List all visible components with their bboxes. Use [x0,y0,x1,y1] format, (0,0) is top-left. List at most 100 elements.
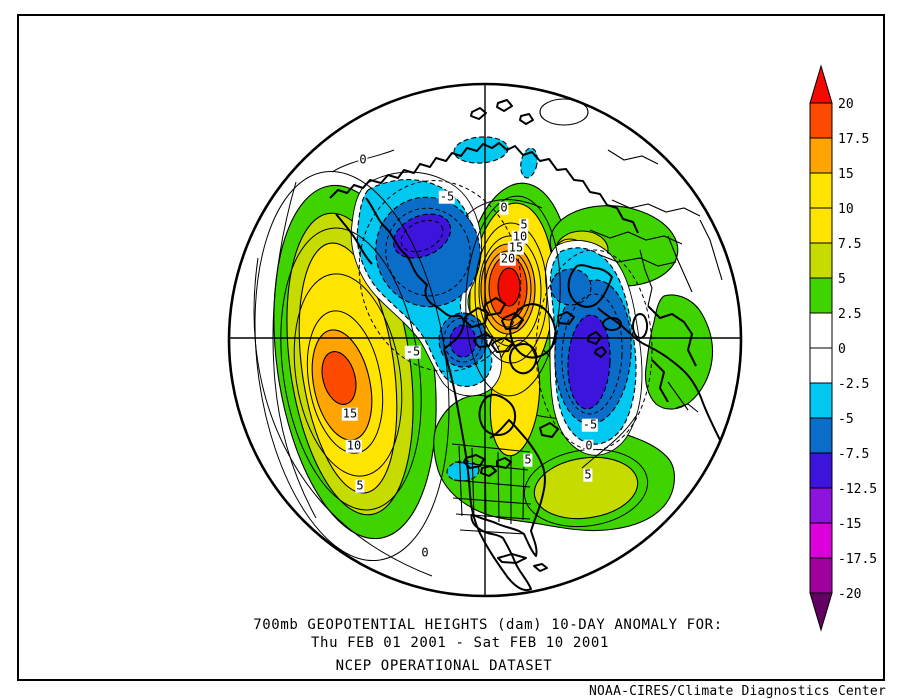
colorbar-tick: -12.5 [838,482,877,497]
atlantic-yellowgreen [533,456,639,520]
arctic-island [496,99,513,112]
colorbar-segment [809,452,833,489]
contour-value-label: 0 [420,545,430,560]
gulf-florida-eastcoast [471,419,546,557]
contour-value-label: 5 [583,467,593,482]
contour-value-label: 5 [523,452,533,467]
contour-value-label: -5 [404,344,422,359]
colorbar-tick: -17.5 [838,552,877,567]
colorbar-segment [809,522,833,559]
colorbar-tick: -7.5 [838,447,869,462]
hudson-bay [478,393,517,436]
asia-border [699,219,723,281]
colorbar-segment [809,207,833,244]
credit-text: NOAA-CIRES/Climate Diagnostics Center [589,684,886,699]
colorbar-tick: -5 [838,412,854,427]
asia-border [607,149,659,165]
colorbar-segment [809,417,833,454]
map-boundary-circle [227,82,743,598]
contour-ring [280,227,422,511]
asia-border-loop [539,98,589,126]
colorbar-segment [809,102,833,139]
colorbar-segment [809,242,833,279]
pole-red-core [497,267,521,307]
contour-value-label: 10 [345,438,363,453]
colorbar-segment [809,557,833,594]
contour-value-label: 15 [341,406,359,421]
great-lake [463,454,485,469]
arctic-island [470,107,487,120]
colorbar-segment [809,347,833,384]
mexico-coast [470,513,532,591]
contour-value-label: 10 [511,229,529,244]
colorbar-tick: 7.5 [838,237,861,252]
colorbar-tick: 5 [838,272,846,287]
colorbar-arrow-bottom [809,592,833,632]
scandinavia-coast [567,264,613,308]
colorbar-tick: -15 [838,517,861,532]
colorbar-segment [809,172,833,209]
britain [587,331,602,345]
plot-frame [17,14,885,681]
greenland-coast [509,303,557,359]
contour-ring-dashed [358,180,522,372]
contour-value-label: 5 [519,217,529,232]
colorbar-tick: 10 [838,202,854,217]
kara-sea-cyan [453,136,509,164]
arctic-island [519,113,534,125]
arctic-archipelago-island [483,297,506,316]
asia-border [611,199,701,217]
contour-ring [523,448,649,528]
contour-ring-dashed [561,293,623,415]
colorbar-tick: 20 [838,97,854,112]
asia-border [599,254,677,267]
contour-value-label: 0 [584,438,594,453]
contour-ring [465,195,561,397]
red-sea-gulf [667,381,699,413]
asia-border [667,235,693,293]
contour-value-label: 15 [507,240,525,255]
ural-cyan [520,147,538,179]
colorbar-tick: 15 [838,167,854,182]
mideast-borders [647,305,697,367]
contour-value-label: 20 [499,251,517,266]
black-sea [602,317,623,331]
iceland [557,311,575,325]
contour-value-label: -5 [581,417,599,432]
zero-contour [581,415,637,469]
colorbar: 20 17.5 15 10 7.5 5 2.5 0 -2.5 -5 -7.5 -… [809,64,877,632]
colorbar-segment [809,277,833,314]
contour-value-label: -5 [438,189,456,204]
contour-ring-dashed [535,249,653,451]
colorbar-arrow-top [809,64,833,104]
contour-ring-dashed [400,219,444,253]
zero-contour [253,257,433,577]
mideast-borders [651,359,669,403]
chart-dataset: NCEP OPERATIONAL DATASET [335,658,553,674]
contour-value-label: 5 [355,478,365,493]
colorbar-tick-labels: 20 17.5 15 10 7.5 5 2.5 0 -2.5 -5 -7.5 -… [838,97,877,602]
colorbar-tick: -2.5 [838,377,869,392]
polar-crosshair [229,84,741,596]
colorbar-tick: 0 [838,342,846,357]
colorbar-tick: 17.5 [838,132,869,147]
cuba [497,553,527,564]
contour-ring-dashed [385,207,471,297]
great-lake [496,457,512,469]
siberia-coast [329,142,639,234]
zero-contour [272,181,317,519]
colorbar-segment [809,312,833,349]
us-state-borders-horizontal [451,443,532,535]
ireland [594,346,607,358]
pacific-orangered [321,351,357,405]
newfoundland [539,422,559,438]
colorbar-segment [809,137,833,174]
bering-alaska-coast [365,197,465,350]
map-contents [229,84,741,596]
iceland-blue [550,268,592,306]
baffin-island [509,343,538,375]
contour-value-label: 0 [499,200,509,215]
colorbar-tick: 2.5 [838,307,861,322]
